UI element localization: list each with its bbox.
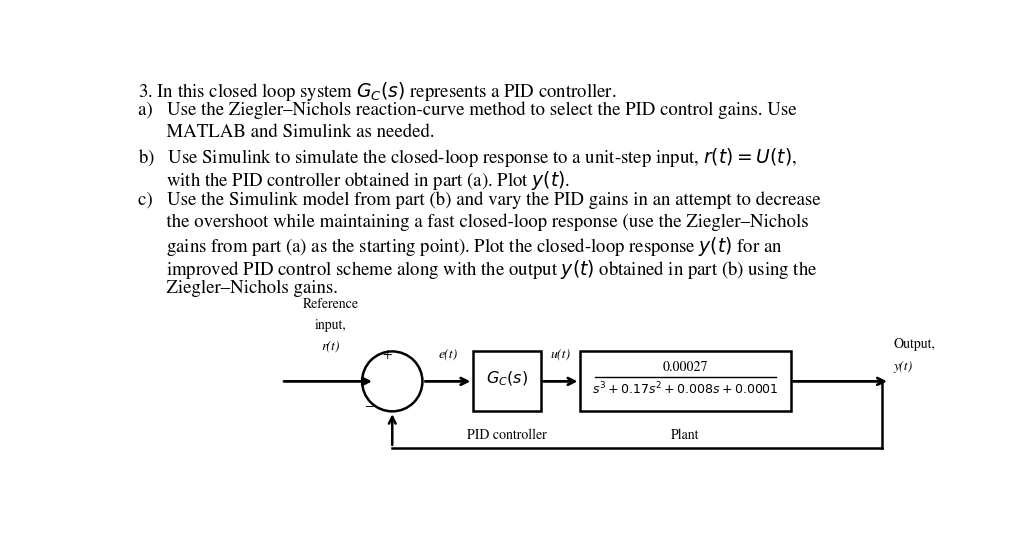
Bar	[581, 351, 791, 411]
Text: c)   Use the Simulink model from part (b) and vary the PID gains in an attempt t: c) Use the Simulink model from part (b) …	[137, 191, 820, 208]
Bar	[473, 351, 541, 411]
Text: input,: input,	[314, 319, 346, 332]
Text: e(t): e(t)	[438, 348, 458, 361]
Text: gains from part (a) as the starting point). Plot the closed-loop response $y(t)$: gains from part (a) as the starting poin…	[137, 235, 782, 259]
Text: a)   Use the Ziegler–Nichols reaction-curve method to select the PID control gai: a) Use the Ziegler–Nichols reaction-curv…	[137, 102, 796, 120]
Text: Plant: Plant	[672, 429, 699, 442]
Text: Ziegler–Nichols gains.: Ziegler–Nichols gains.	[137, 280, 337, 297]
Text: r(t): r(t)	[322, 340, 340, 353]
Text: PID controller: PID controller	[467, 429, 547, 442]
Text: −: −	[364, 398, 373, 411]
Text: 3. In this closed loop system $G_C(s)$ represents a PID controller.: 3. In this closed loop system $G_C(s)$ r…	[137, 80, 616, 102]
Text: +: +	[383, 349, 392, 363]
Text: with the PID controller obtained in part (a). Plot $y(t)$.: with the PID controller obtained in part…	[137, 168, 569, 192]
Text: u(t): u(t)	[551, 348, 570, 361]
Text: 0.00027: 0.00027	[663, 360, 709, 374]
Text: $G_C(s)$: $G_C(s)$	[485, 370, 528, 389]
Text: the overshoot while maintaining a fast closed-loop response (use the Ziegler–Nic: the overshoot while maintaining a fast c…	[137, 213, 808, 231]
Text: Reference: Reference	[302, 297, 358, 311]
Text: $s^3+0.17s^2+0.008s+0.0001$: $s^3+0.17s^2+0.008s+0.0001$	[592, 380, 779, 397]
Text: b)   Use Simulink to simulate the closed-loop response to a unit-step input, $r(: b) Use Simulink to simulate the closed-l…	[137, 146, 797, 170]
Text: y(t): y(t)	[894, 360, 913, 373]
Text: improved PID control scheme along with the output $y(t)$ obtained in part (b) us: improved PID control scheme along with t…	[137, 257, 817, 281]
Text: MATLAB and Simulink as needed.: MATLAB and Simulink as needed.	[137, 124, 434, 141]
Text: Output,: Output,	[894, 337, 936, 351]
